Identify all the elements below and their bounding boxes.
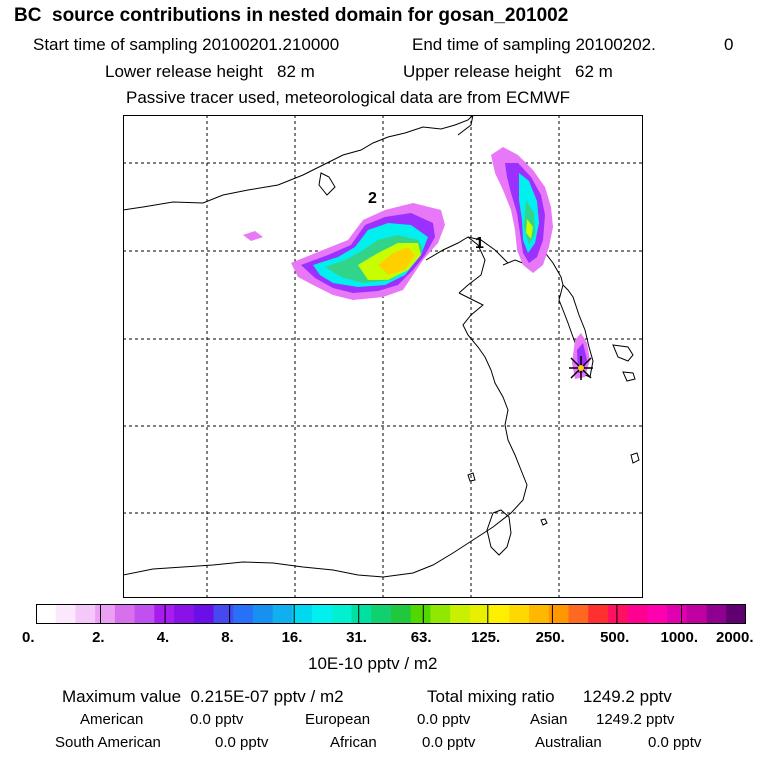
scale-cell [607, 604, 629, 624]
scale-cell [114, 604, 136, 624]
scale-cell [469, 604, 491, 624]
scale-tick-label: 31. [346, 629, 367, 646]
scale-cell [351, 604, 372, 624]
scale-cell [55, 604, 77, 624]
scale-tick-label: 63. [410, 629, 432, 646]
scale-cell [371, 604, 392, 624]
scale-cell [252, 604, 274, 624]
source-marker-2: 2 [368, 190, 377, 207]
scale-cell [568, 604, 589, 624]
start-time-label: Start time of sampling 20100201.210000 [33, 35, 340, 54]
scale-cell [154, 604, 175, 624]
region-value-african: 0.0 pptv [422, 734, 476, 751]
region-value-south-american: 0.0 pptv [215, 734, 269, 751]
receptor-marker-icon [569, 356, 593, 380]
scale-cell [548, 604, 570, 624]
scale-cell [36, 604, 57, 624]
scale-cell [450, 604, 471, 624]
scale-cell [627, 604, 648, 624]
map-title: BC source contributions in nested domain… [14, 5, 569, 26]
scale-cell [134, 604, 155, 624]
scale-tick-label: 1000. [660, 629, 699, 646]
scale-cell [706, 604, 727, 624]
scale-tick-label: 2000. [716, 629, 754, 646]
scale-cell [588, 604, 609, 624]
scale-cell [95, 604, 116, 624]
region-name-african: African [330, 734, 377, 751]
region-name-australian: Australian [535, 734, 602, 751]
scale-cell [647, 604, 668, 624]
scale-cell [331, 604, 353, 624]
region-name-asian: Asian [530, 711, 568, 728]
scale-units-label: 10E-10 pptv / m2 [308, 654, 438, 673]
scale-cell [430, 604, 451, 624]
end-time-label: End time of sampling 20100202. [412, 35, 656, 54]
tracer-note: Passive tracer used, meteorological data… [126, 88, 571, 107]
scale-cell [686, 604, 708, 624]
upper-release-height: Upper release height 62 m [403, 62, 613, 81]
scale-cell [213, 604, 234, 624]
scale-cell [174, 604, 195, 624]
scale-cell [292, 604, 313, 624]
region-name-south-american: South American [55, 734, 161, 751]
scale-tick-label: 0. [22, 629, 35, 646]
end-time-suffix: 0 [724, 35, 734, 54]
scale-tick-label: 125. [471, 629, 501, 646]
scale-cell [233, 604, 254, 624]
scale-cell [489, 604, 510, 624]
color-scale-bar [36, 604, 746, 624]
map-panel: 1 2 [123, 115, 643, 598]
scale-tick-label: 2. [92, 629, 105, 646]
region-name-american: American [80, 711, 144, 728]
scale-cell [509, 604, 530, 624]
scale-tick-label: 8. [221, 629, 234, 646]
scale-cell [667, 604, 688, 624]
scale-cell [312, 604, 333, 624]
scale-cell [529, 604, 550, 624]
total-mixing-ratio-label: Total mixing ratio 1249.2 pptv [427, 687, 672, 706]
scale-tick-label: 16. [281, 629, 303, 646]
region-value-european: 0.0 pptv [417, 711, 471, 728]
tracer-plume-west [243, 203, 445, 300]
scale-cell [75, 604, 96, 624]
maximum-value-label: Maximum value 0.215E-07 pptv / m2 [62, 687, 344, 706]
scale-cell [272, 604, 293, 624]
scale-cell [391, 604, 412, 624]
scale-cell [726, 604, 746, 624]
region-value-australian: 0.0 pptv [648, 734, 702, 751]
tracer-plume-north [491, 147, 553, 273]
scale-tick-label: 4. [156, 629, 170, 646]
region-value-asian: 1249.2 pptv [596, 711, 675, 728]
region-value-american: 0.0 pptv [190, 711, 244, 728]
scale-cell [410, 604, 432, 624]
lower-release-height: Lower release height 82 m [105, 62, 315, 81]
scale-tick-label: 500. [600, 629, 630, 646]
source-marker-1: 1 [475, 235, 484, 252]
grid-lines [123, 115, 643, 598]
scale-tick-label: 250. [535, 629, 565, 646]
coastlines-borders [123, 115, 640, 578]
region-name-european: European [305, 711, 371, 728]
scale-cell [193, 604, 215, 624]
